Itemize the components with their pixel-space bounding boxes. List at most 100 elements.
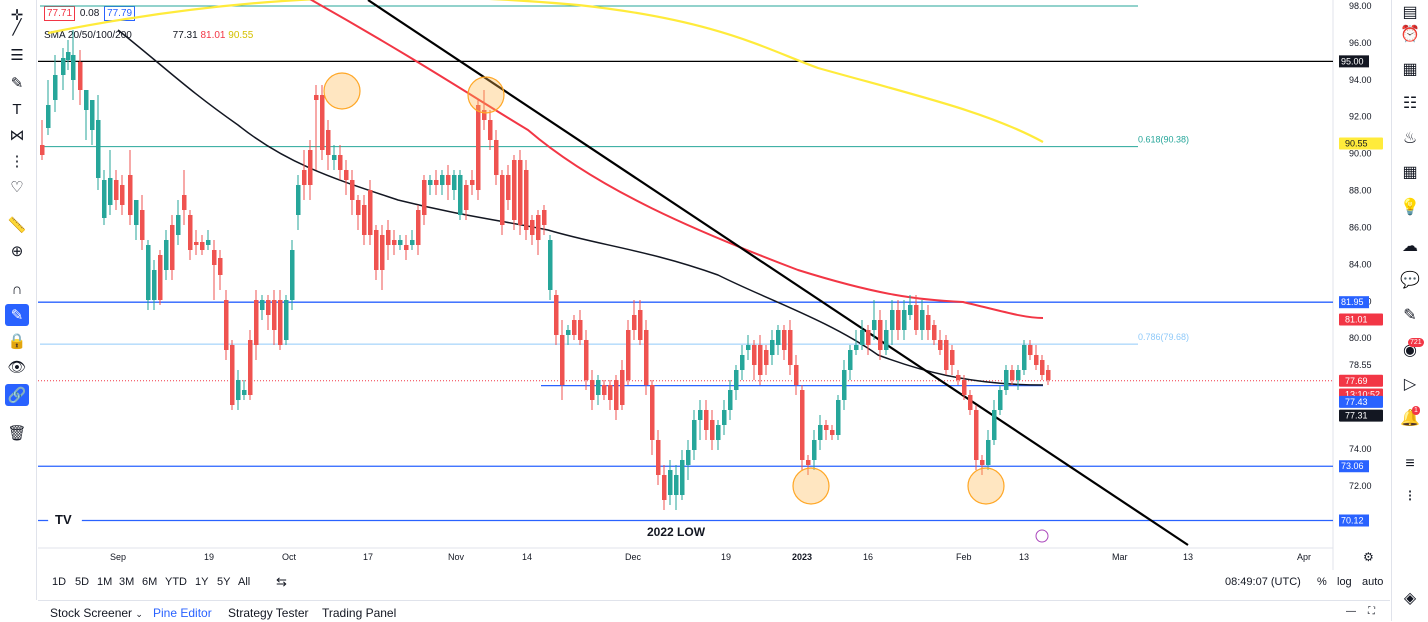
candle-body[interactable] bbox=[398, 240, 403, 245]
candle-body[interactable] bbox=[230, 345, 235, 405]
maximize-icon[interactable]: ⛶ bbox=[1368, 606, 1375, 617]
candle-body[interactable] bbox=[746, 345, 751, 350]
candle-body[interactable] bbox=[194, 242, 199, 245]
candle-body[interactable] bbox=[632, 315, 637, 330]
candle-body[interactable] bbox=[944, 340, 949, 370]
candle-body[interactable] bbox=[200, 242, 205, 250]
candle-body[interactable] bbox=[800, 390, 805, 460]
tf-6m[interactable]: 6M bbox=[142, 576, 158, 588]
candle-body[interactable] bbox=[152, 270, 157, 300]
candle-body[interactable] bbox=[1010, 370, 1015, 380]
tf-5d[interactable]: 5D bbox=[75, 576, 90, 588]
candle-body[interactable] bbox=[896, 310, 901, 330]
candle-body[interactable] bbox=[114, 180, 119, 200]
lock-icon[interactable]: 🔒 bbox=[7, 333, 27, 350]
dom-icon[interactable]: ≡ bbox=[1405, 455, 1415, 472]
candle-body[interactable] bbox=[78, 62, 83, 90]
candle-body[interactable] bbox=[350, 180, 355, 200]
ruler-icon[interactable]: 📏 bbox=[7, 217, 27, 234]
candle-body[interactable] bbox=[284, 300, 289, 340]
candle-body[interactable] bbox=[452, 175, 457, 190]
candle-body[interactable] bbox=[170, 225, 175, 270]
candle-body[interactable] bbox=[332, 155, 337, 160]
candle-body[interactable] bbox=[212, 250, 217, 265]
candle-body[interactable] bbox=[782, 330, 787, 350]
candle-body[interactable] bbox=[902, 310, 907, 330]
candle-body[interactable] bbox=[818, 425, 823, 440]
tab-pine-editor[interactable]: Pine Editor bbox=[153, 606, 212, 620]
eye-icon[interactable]: 👁 bbox=[7, 359, 27, 376]
candle-body[interactable] bbox=[494, 140, 499, 175]
prediction-icon[interactable]: ⋮ bbox=[9, 153, 25, 170]
chat-icon[interactable]: ☁ bbox=[1402, 238, 1418, 255]
candle-body[interactable] bbox=[752, 345, 757, 365]
candle-body[interactable] bbox=[860, 330, 865, 345]
candle-body[interactable] bbox=[40, 145, 45, 155]
candle-body[interactable] bbox=[224, 300, 229, 350]
candle-body[interactable] bbox=[482, 110, 487, 120]
candle-body[interactable] bbox=[878, 320, 883, 350]
candle-body[interactable] bbox=[836, 400, 841, 435]
candle-body[interactable] bbox=[542, 210, 547, 225]
candle-body[interactable] bbox=[182, 195, 187, 210]
candle-body[interactable] bbox=[770, 340, 775, 355]
candle-body[interactable] bbox=[638, 310, 643, 340]
tf-5y[interactable]: 5Y bbox=[217, 576, 231, 588]
candle-body[interactable] bbox=[644, 330, 649, 385]
idea-lightbulb-icon[interactable]: 💡 bbox=[1400, 199, 1420, 216]
candle-body[interactable] bbox=[998, 390, 1003, 410]
calendar-icon[interactable]: ▦ bbox=[1402, 164, 1418, 181]
candle-body[interactable] bbox=[1016, 370, 1021, 380]
sma20-line[interactable] bbox=[117, 29, 1044, 386]
notes-icon[interactable]: ✎ bbox=[1403, 307, 1417, 324]
highlight-circle[interactable] bbox=[467, 76, 505, 114]
candle-body[interactable] bbox=[422, 180, 427, 215]
candle-body[interactable] bbox=[512, 160, 517, 220]
candle-body[interactable] bbox=[602, 385, 607, 395]
candle-body[interactable] bbox=[656, 440, 661, 475]
candle-body[interactable] bbox=[806, 460, 811, 465]
candle-body[interactable] bbox=[248, 340, 253, 395]
tf-ytd[interactable]: YTD bbox=[165, 576, 187, 588]
candle-body[interactable] bbox=[140, 210, 145, 240]
zoom-in-icon[interactable]: ⊕ bbox=[10, 243, 24, 260]
candle-body[interactable] bbox=[764, 350, 769, 365]
candle-body[interactable] bbox=[296, 185, 301, 215]
candle-body[interactable] bbox=[266, 300, 271, 315]
candle-body[interactable] bbox=[488, 120, 493, 140]
candle-body[interactable] bbox=[938, 340, 943, 350]
candle-body[interactable] bbox=[680, 460, 685, 495]
candle-body[interactable] bbox=[368, 190, 373, 235]
candle-body[interactable] bbox=[530, 220, 535, 235]
candle-body[interactable] bbox=[728, 390, 733, 410]
candle-body[interactable] bbox=[986, 440, 991, 465]
date-range-icon[interactable]: ⇆ bbox=[276, 574, 287, 589]
candle-body[interactable] bbox=[626, 330, 631, 380]
candle-body[interactable] bbox=[908, 305, 913, 315]
candle-body[interactable] bbox=[46, 105, 51, 128]
candle-body[interactable] bbox=[272, 300, 277, 330]
candle-body[interactable] bbox=[440, 175, 445, 185]
candle-body[interactable] bbox=[428, 180, 433, 185]
candle-body[interactable] bbox=[794, 365, 799, 385]
crosshair-icon[interactable]: ✛ bbox=[10, 7, 24, 24]
candle-body[interactable] bbox=[380, 235, 385, 270]
candle-body[interactable] bbox=[740, 355, 745, 370]
candle-body[interactable] bbox=[386, 230, 391, 245]
downtrend-line[interactable] bbox=[367, 0, 1189, 546]
candle-body[interactable] bbox=[926, 315, 931, 330]
layers-icon[interactable]: ◈ bbox=[1403, 590, 1417, 607]
candle-body[interactable] bbox=[956, 375, 961, 380]
candle-body[interactable] bbox=[650, 385, 655, 440]
flash-icon[interactable] bbox=[1035, 529, 1049, 543]
candle-body[interactable] bbox=[554, 295, 559, 335]
log-toggle[interactable]: log bbox=[1337, 576, 1352, 588]
candle-body[interactable] bbox=[188, 215, 193, 250]
candle-body[interactable] bbox=[842, 370, 847, 400]
fib-icon[interactable]: ☰ bbox=[10, 47, 24, 64]
tab-strategy-tester[interactable]: Strategy Tester bbox=[228, 606, 309, 620]
candle-body[interactable] bbox=[476, 105, 481, 190]
candle-body[interactable] bbox=[61, 58, 66, 75]
sma200-line[interactable] bbox=[47, 0, 1044, 143]
price-chart[interactable]: 98.00 96.00 94.00 92.00 90.00 88.00 86.00 84.00… bbox=[38, 0, 1390, 570]
